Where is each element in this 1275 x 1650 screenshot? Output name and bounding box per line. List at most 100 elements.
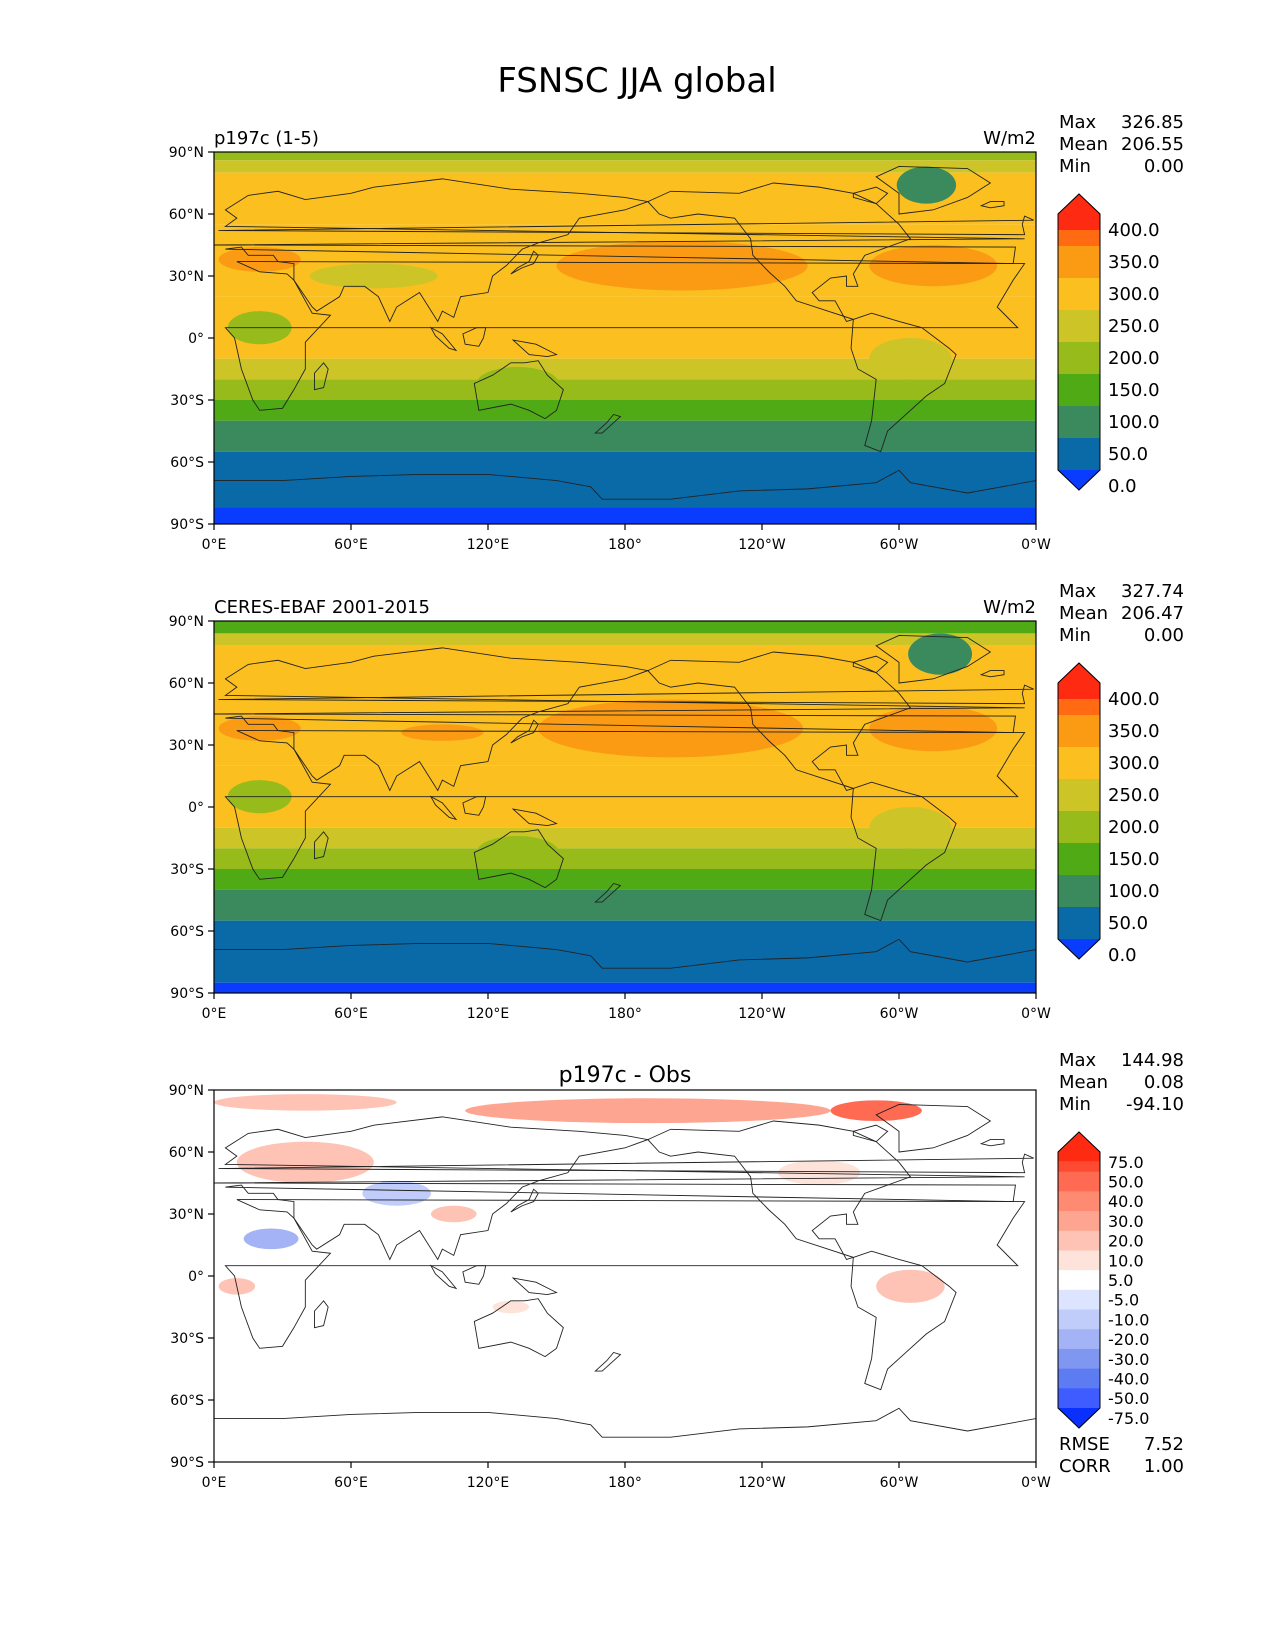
colorbar-swatch-7 [1058, 875, 1100, 908]
panel-left-label: CERES-EBAF 2001-2015 [214, 597, 430, 618]
colorbar-swatch-9 [1058, 1309, 1100, 1330]
lon-tick-label: 0°W [1021, 1006, 1051, 1022]
stat-value-max: 144.98 [1121, 1050, 1184, 1071]
field-region-10 [430, 1205, 477, 1223]
lat-tick-label: 90°N [169, 145, 204, 161]
colorbar-tick-label: -40.0 [1108, 1369, 1149, 1388]
colorbar-tick-label: 75.0 [1108, 1153, 1144, 1172]
stat-label-max: Max [1059, 1050, 1097, 1071]
coastline-uk [218, 1153, 1034, 1174]
lon-tick-label: 60°E [334, 1475, 368, 1491]
colorbar-swatch-4 [1058, 1211, 1100, 1232]
lat-tick-label: 60°S [170, 924, 204, 940]
field-zone-9 [214, 982, 1036, 993]
coastline-iceland [979, 201, 1005, 209]
lon-tick-label: 0°E [202, 1475, 227, 1491]
lat-tick-label: 60°N [169, 207, 204, 223]
colorbar-swatch-2 [1058, 246, 1100, 279]
lon-tick-label: 60°W [880, 1475, 919, 1491]
colorbar: 400.0 350.0 300.0 250.0 200.0 150.0 100.0 50.0 0… [1057, 193, 1160, 497]
lat-tick-label: 30°S [170, 1331, 204, 1347]
field-region-3 [218, 247, 301, 272]
coastline-south-america [850, 781, 957, 922]
field-region-0 [538, 699, 804, 758]
colorbar-swatch-1 [1058, 699, 1100, 716]
colorbar-tick-label: 20.0 [1108, 1232, 1144, 1251]
lon-tick-label: 60°E [334, 1006, 368, 1022]
field-region-7 [476, 835, 559, 869]
field-zone-0 [214, 621, 1036, 634]
colorbar-tick-label: 350.0 [1108, 721, 1160, 742]
colorbar-tick-label: 250.0 [1108, 785, 1160, 806]
field-region-2 [896, 166, 957, 204]
coastline-south-america [850, 312, 957, 453]
field-region-1 [869, 244, 998, 287]
field-zone-8 [214, 420, 1036, 452]
lon-tick-label: 120°W [738, 1006, 786, 1022]
field-region-7 [476, 366, 559, 400]
map-panel-ref: 90°N 60°N 30°N 0° 30°S 60°S 90°S 0°E 60°E 120°E 18… [169, 581, 1184, 1022]
coastline-antarctica [214, 1407, 1036, 1462]
coastline-uk [218, 684, 1034, 705]
colorbar-swatch-8 [1058, 907, 1100, 940]
colorbar-swatch-11 [1058, 1348, 1100, 1370]
coastline-greenland [875, 635, 992, 684]
colorbar-tick-label: 5.0 [1108, 1271, 1133, 1290]
colorbar-swatch-3 [1058, 747, 1100, 780]
coastline-greenland [875, 166, 992, 215]
colorbar-tick-label: 200.0 [1108, 817, 1160, 838]
coastline-new-zealand [594, 1351, 622, 1372]
coastline-borneo [462, 327, 487, 347]
field-zone-8 [214, 920, 1036, 983]
lon-tick-label: 0°W [1021, 1475, 1051, 1491]
colorbar-tick-label: -30.0 [1108, 1350, 1149, 1369]
field-zone-1 [214, 160, 1036, 173]
coastline-new-zealand [594, 882, 622, 903]
field-zone-4 [214, 827, 1036, 849]
colorbar-tick-label: 400.0 [1108, 220, 1160, 241]
field-region-1 [869, 705, 998, 752]
lat-tick-label: 0° [188, 331, 204, 347]
lon-tick-label: 180° [608, 537, 642, 553]
colorbar-tick-label: 50.0 [1108, 1173, 1144, 1192]
colorbar-tick-label: -10.0 [1108, 1310, 1149, 1329]
field-zone-7 [214, 400, 1036, 421]
lat-tick-label: 60°N [169, 676, 204, 692]
figure-title: FSNSC JJA global [497, 61, 776, 101]
colorbar-tick-label: 10.0 [1108, 1251, 1144, 1270]
panel-left-label: p197c (1-5) [214, 128, 319, 149]
lat-tick-label: 90°S [170, 986, 204, 1002]
field-test [214, 152, 1036, 524]
field-diff [214, 1090, 1036, 1462]
coastline-africa [224, 730, 1026, 880]
lon-tick-label: 60°W [880, 537, 919, 553]
field-zone-6 [214, 379, 1036, 400]
lon-tick-label: 60°W [880, 1006, 919, 1022]
field-region-2 [908, 633, 973, 675]
coastline-madagascar [314, 362, 329, 391]
stat-value-max: 326.85 [1121, 112, 1184, 133]
coastline-iceland [979, 670, 1005, 678]
colorbar-tick-label: 50.0 [1108, 444, 1148, 465]
colorbar-swatch-3 [1058, 278, 1100, 311]
colorbar-swatch-10 [1058, 1329, 1100, 1350]
coastline-baffin [852, 655, 889, 674]
field-region-3 [236, 1141, 374, 1184]
stat-value-mean: 206.47 [1121, 603, 1184, 624]
colorbar-swatch-2 [1058, 1171, 1100, 1192]
field-region-3 [218, 716, 301, 741]
coastline-japan [510, 250, 539, 275]
colorbar-swatch-4 [1058, 310, 1100, 343]
coastline-sumatra [429, 1264, 458, 1290]
colorbar-swatch-5 [1058, 811, 1100, 844]
panel-units: W/m2 [983, 597, 1036, 618]
field-region-9 [492, 1300, 530, 1314]
stat-label-corr: CORR [1059, 1456, 1111, 1477]
colorbar-swatch-6 [1058, 374, 1100, 407]
field-region-1 [465, 1098, 831, 1124]
field-zone-7 [214, 889, 1036, 921]
coastline-africa [224, 1199, 1026, 1349]
coastline-australia [473, 360, 564, 420]
field-region-7 [876, 1269, 945, 1303]
